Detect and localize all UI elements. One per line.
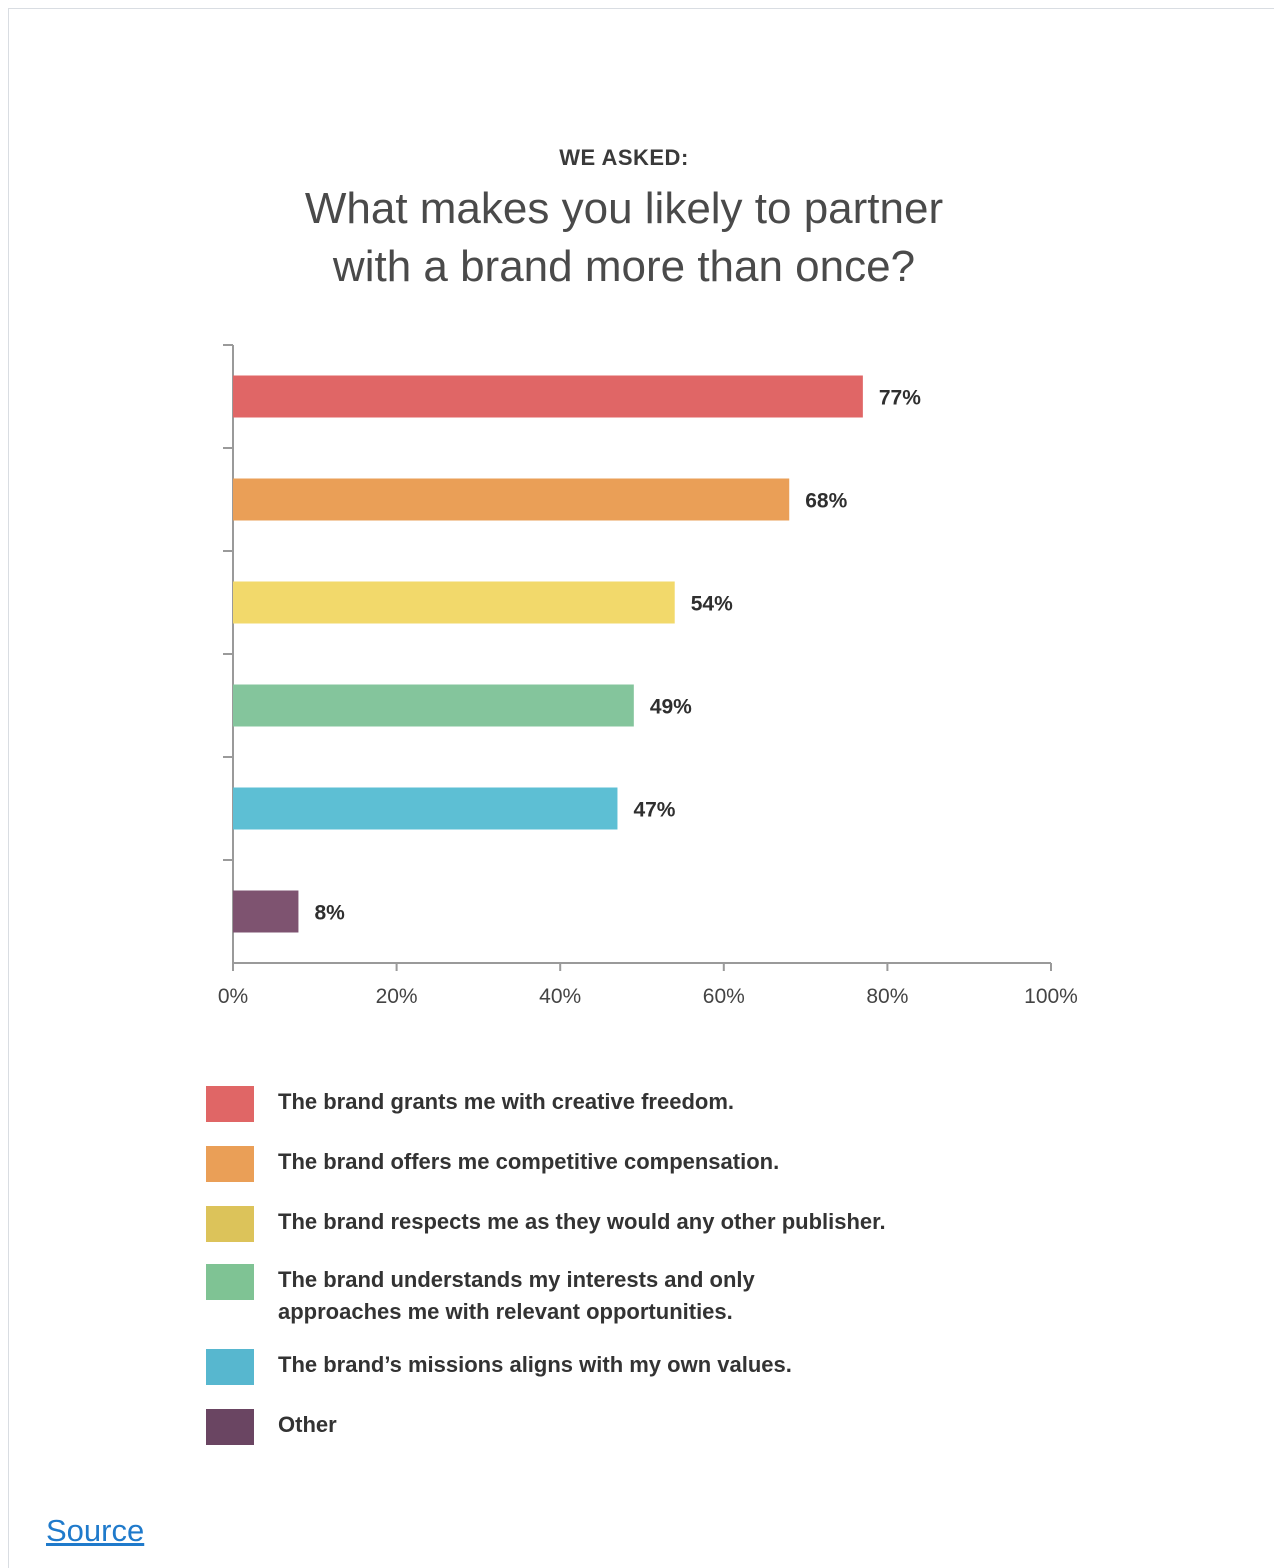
legend-item-compensation: The brand offers me competitive compensa… [206, 1146, 1026, 1206]
bar-value-label: 68% [805, 490, 847, 513]
legend-label: The brand’s missions aligns with my own … [278, 1349, 998, 1381]
bar-value-label: 49% [650, 696, 692, 719]
legend-swatch [206, 1146, 254, 1182]
bar-value-label: 77% [879, 387, 921, 410]
legend-swatch [206, 1264, 254, 1300]
source-link[interactable]: Source [46, 1513, 144, 1549]
legend-swatch [206, 1409, 254, 1445]
legend-label-text: The brand grants me with creative freedo… [278, 1089, 734, 1114]
legend-item-interests: The brand understands my interests and o… [206, 1264, 1026, 1349]
legend-item-values: The brand’s missions aligns with my own … [206, 1349, 1026, 1409]
bar-6 [233, 891, 298, 933]
legend-label-text: The brand understands my interests and o… [278, 1264, 998, 1296]
bar-1 [233, 376, 863, 418]
x-tick-label: 80% [866, 985, 908, 1008]
legend-item-creative-freedom: The brand grants me with creative freedo… [206, 1086, 1026, 1146]
x-tick-label: 0% [218, 985, 248, 1008]
bar-value-label: 47% [633, 799, 675, 822]
legend-label-text: The brand offers me competitive compensa… [278, 1149, 779, 1174]
legend-item-other: Other [206, 1409, 1026, 1469]
x-tick-label: 40% [539, 985, 581, 1008]
legend-label-text: The brand’s missions aligns with my own … [278, 1352, 792, 1377]
legend-swatch [206, 1206, 254, 1242]
legend-label: The brand grants me with creative freedo… [278, 1086, 998, 1118]
bar-3 [233, 582, 675, 624]
legend-label-text-2: approaches me with relevant opportunitie… [278, 1296, 998, 1328]
legend-swatch [206, 1086, 254, 1122]
bar-value-label: 8% [314, 902, 345, 925]
bar-2 [233, 479, 789, 521]
bar-value-label: 54% [691, 593, 733, 616]
legend-label: The brand offers me competitive compensa… [278, 1146, 998, 1178]
bar-4 [233, 685, 634, 727]
x-tick-label: 60% [703, 985, 745, 1008]
legend-label: The brand respects me as they would any … [278, 1206, 998, 1238]
legend-swatch [206, 1349, 254, 1385]
legend-label-text: The brand respects me as they would any … [278, 1209, 886, 1234]
legend-label: Other [278, 1409, 998, 1441]
bar-chart: 0% 20% 40% 60% 80% 100% 77% 68% 54% 49% 47% 8% [0, 0, 1274, 1030]
legend-label-text: Other [278, 1412, 337, 1437]
legend-label: The brand understands my interests and o… [278, 1264, 998, 1328]
x-tick-label: 100% [1024, 985, 1078, 1008]
legend-item-respect: The brand respects me as they would any … [206, 1206, 1026, 1264]
bar-5 [233, 788, 617, 830]
x-tick-label: 20% [376, 985, 418, 1008]
chart-legend: The brand grants me with creative freedo… [206, 1086, 1026, 1469]
